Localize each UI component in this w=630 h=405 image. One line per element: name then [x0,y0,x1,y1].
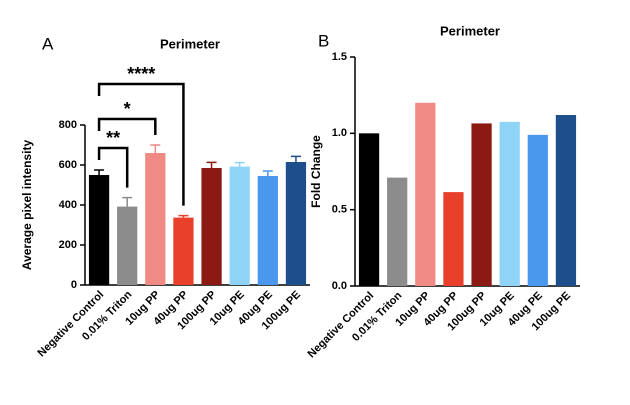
y-tick-label: 600 [59,159,77,171]
error-bar [150,144,161,153]
bar [415,102,436,286]
significance-label: * [124,99,131,119]
bar [358,133,380,286]
panel-label: B [318,31,329,50]
bar [555,115,577,286]
panel-label: A [42,34,54,53]
bar [387,177,408,286]
significance-bracket [97,82,185,206]
bar [201,168,222,285]
significance-bracket [97,146,129,188]
error-bar [290,155,301,162]
y-tick-label: 1.0 [332,127,347,139]
bar [145,153,166,285]
y-axis-label: Fold Change [309,135,323,208]
error-bar [234,161,245,167]
y-tick-label: 1.5 [332,51,347,63]
error-bar [122,196,133,207]
y-tick-label: 0 [71,279,77,291]
bar [173,217,194,285]
y-tick-label: 200 [59,239,77,251]
y-tick-label: 0.0 [332,280,347,292]
chart-title: Perimeter [160,36,220,51]
bar [285,162,307,285]
bar [527,134,548,286]
chart-title: Perimeter [440,23,500,38]
bar [499,121,520,286]
significance-bracket [97,117,157,135]
error-bar [262,170,273,176]
bar [471,123,492,286]
bar [117,206,138,285]
bar [88,175,110,285]
significance-label: **** [127,64,155,84]
error-bar [206,161,217,168]
bar [229,166,250,285]
error-bar [94,169,105,175]
bar [257,176,278,285]
error-bar [178,214,189,218]
y-tick-label: 800 [59,119,77,131]
y-axis-label: Average pixel intensity [20,140,34,271]
bar [443,192,464,286]
y-tick-label: 0.5 [332,204,347,216]
significance-label: ** [106,128,120,148]
y-tick-label: 400 [59,199,77,211]
